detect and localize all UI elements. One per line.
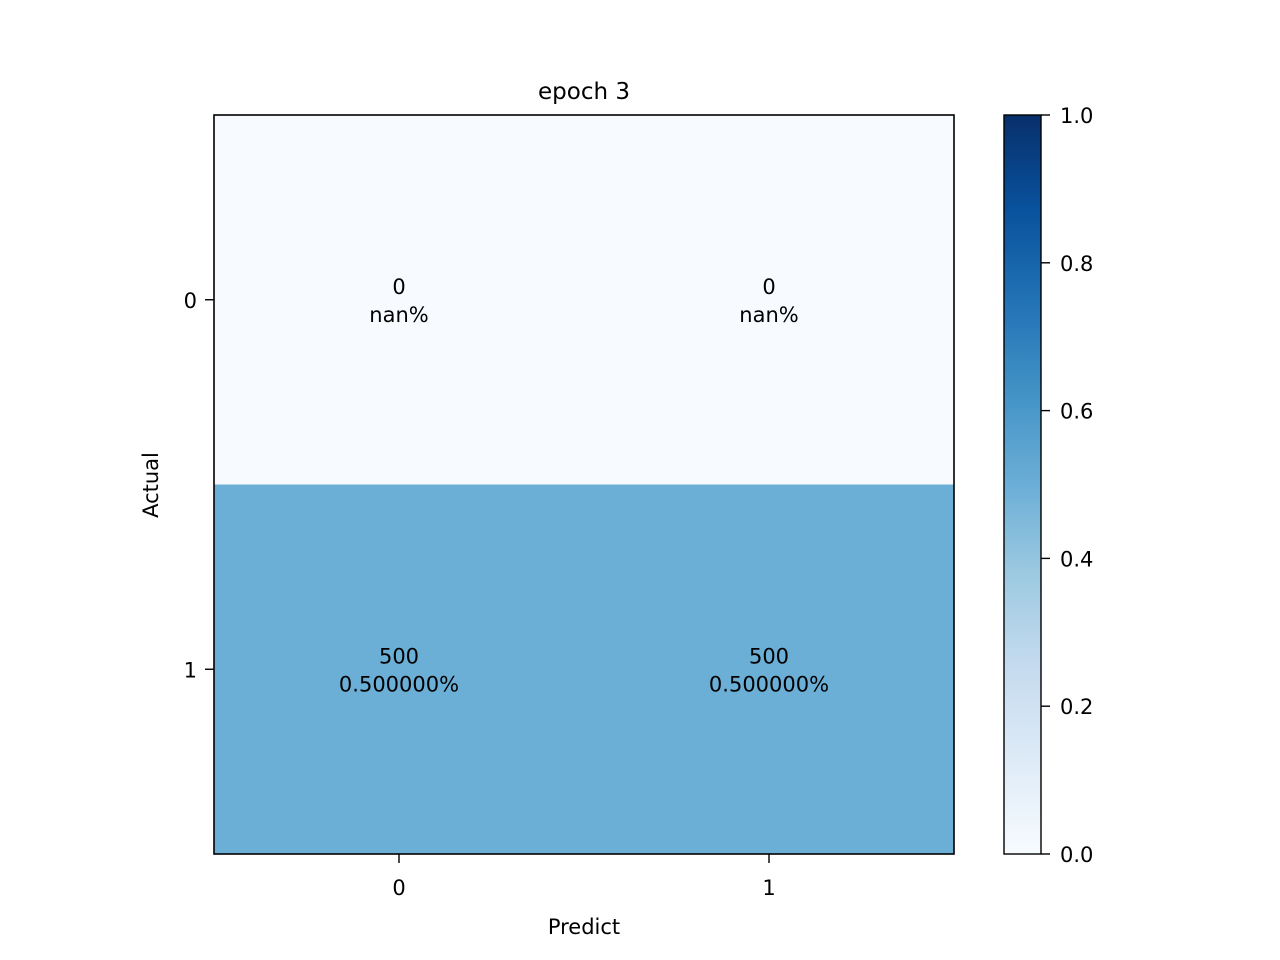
y-tick-label: 0 <box>184 289 197 313</box>
cell-percent-label: 0.500000% <box>709 672 829 696</box>
colorbar-ticks: 0.0 0.2 0.4 0.6 0.8 1.0 <box>1041 104 1093 867</box>
colorbar-tick-label: 0.6 <box>1060 400 1093 424</box>
heatmap-cells <box>214 115 954 854</box>
cell-count-label: 500 <box>749 644 789 668</box>
heatmap-cell <box>214 115 584 485</box>
colorbar-tick-label: 1.0 <box>1060 104 1093 128</box>
colorbar-tick-label: 0.4 <box>1060 547 1093 571</box>
colorbar <box>1003 114 1042 855</box>
y-tick-label: 1 <box>184 658 197 682</box>
heatmap-cell <box>214 484 584 854</box>
heatmap-cell <box>584 115 954 485</box>
cell-percent-label: nan% <box>369 303 428 327</box>
x-tick-label: 0 <box>392 876 405 900</box>
colorbar-tick-label: 0.2 <box>1060 695 1093 719</box>
cell-count-label: 0 <box>392 275 405 299</box>
colorbar-tick-label: 0.8 <box>1060 252 1093 276</box>
cell-count-label: 0 <box>762 275 775 299</box>
heatmap-cell-labels: 0 nan% 0 nan% 500 0.500000% 500 0.500000% <box>339 275 829 697</box>
plot-frame <box>213 114 955 855</box>
chart-title: epoch 3 <box>538 79 630 105</box>
x-axis-label: Predict <box>548 915 620 939</box>
heatmap-cell <box>584 484 954 854</box>
colorbar-tick-label: 0.0 <box>1060 843 1093 867</box>
cell-count-label: 500 <box>379 644 419 668</box>
y-axis-ticks: 01 <box>184 289 214 682</box>
x-tick-label: 1 <box>762 876 775 900</box>
cell-percent-label: nan% <box>739 303 798 327</box>
y-axis-label: Actual <box>139 452 163 518</box>
cell-percent-label: 0.500000% <box>339 672 459 696</box>
